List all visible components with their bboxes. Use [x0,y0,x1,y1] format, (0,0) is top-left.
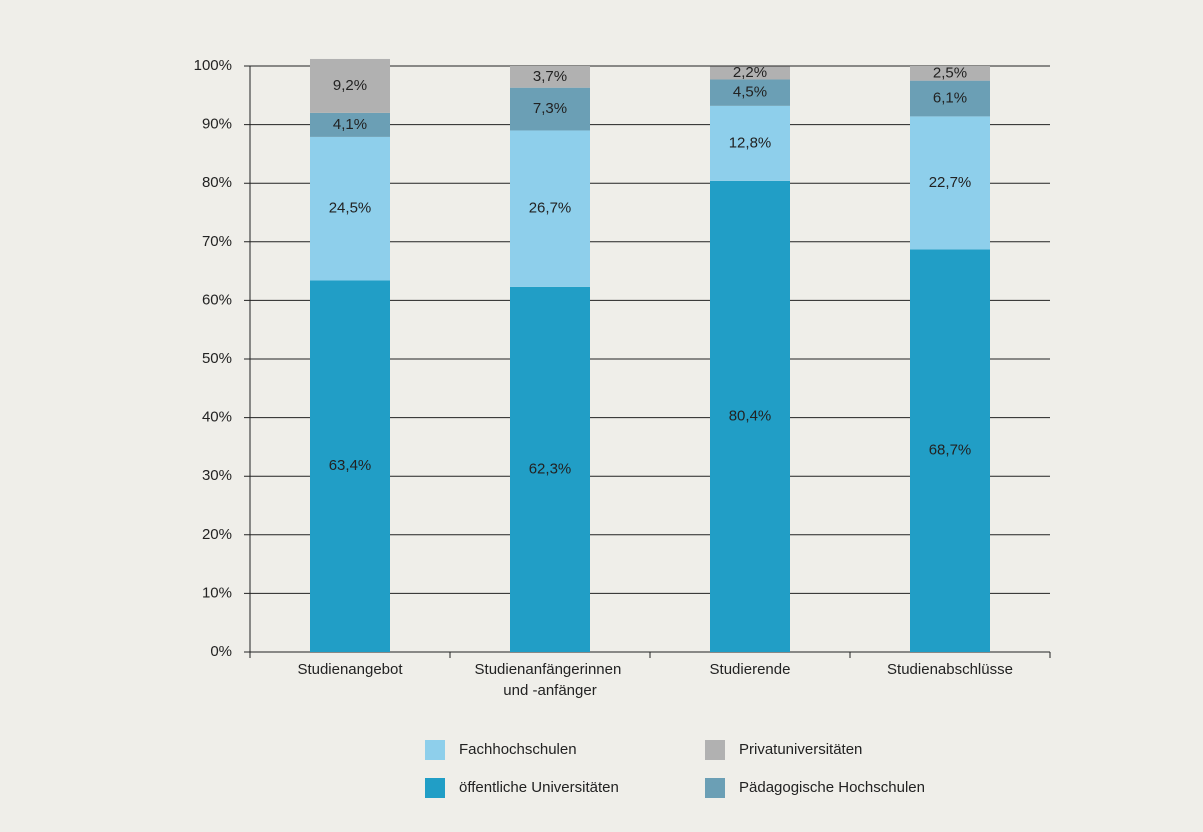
legend-label: Fachhochschulen [459,741,577,758]
x-tick-label: Studienabschlüsse [887,661,1013,678]
y-tick-label: 40% [202,409,232,426]
bar-segment [710,79,790,106]
bar-segment [910,80,990,117]
data-label: 63,4% [329,457,372,474]
y-tick-label: 60% [202,291,232,308]
data-label: 2,2% [733,64,767,81]
bar-segment [710,66,790,80]
data-label: 26,7% [529,200,572,217]
bar-segment [310,58,390,113]
y-tick-label: 30% [202,467,232,484]
y-tick-label: 20% [202,526,232,543]
y-tick-label: 70% [202,233,232,250]
bar-segment [710,180,790,652]
bar-segment [910,116,990,250]
data-label: 4,5% [733,84,767,101]
y-tick-label: 100% [194,57,232,74]
data-label: 24,5% [329,200,372,217]
legend-swatch [425,778,445,798]
y-tick-label: 0% [210,643,232,660]
bar-segment [710,105,790,181]
bar-segment [510,286,590,652]
bar-segment [310,280,390,652]
x-tick-label: Studierende [710,661,791,678]
data-label: 4,1% [333,116,367,133]
x-tick-label: Studienanfängerinnen und -anfänger [475,661,626,699]
bar-segment [510,66,590,88]
data-label: 12,8% [729,134,772,151]
x-tick-label: Studienangebot [297,661,403,678]
bar-segment [510,130,590,287]
bar-segment [510,87,590,131]
bar-segment [910,249,990,652]
data-label: 68,7% [929,442,972,459]
legend-label: öffentliche Universitäten [459,779,619,796]
bar-segment [910,66,990,81]
y-tick-label: 80% [202,174,232,191]
legend-swatch [705,778,725,798]
legend-label: Privatuniversitäten [739,741,862,758]
y-tick-label: 50% [202,350,232,367]
bar-segment [310,112,390,137]
y-tick-label: 90% [202,116,232,133]
data-label: 80,4% [729,407,772,424]
data-label: 3,7% [533,68,567,85]
data-label: 6,1% [933,89,967,106]
y-tick-label: 10% [202,584,232,601]
data-label: 2,5% [933,64,967,81]
legend-swatch [705,740,725,760]
data-label: 22,7% [929,174,972,191]
data-label: 7,3% [533,100,567,117]
data-label: 62,3% [529,460,572,477]
legend-swatch [425,740,445,760]
data-label: 9,2% [333,77,367,94]
legend-label: Pädagogische Hochschulen [739,779,925,796]
bar-segment [310,136,390,281]
